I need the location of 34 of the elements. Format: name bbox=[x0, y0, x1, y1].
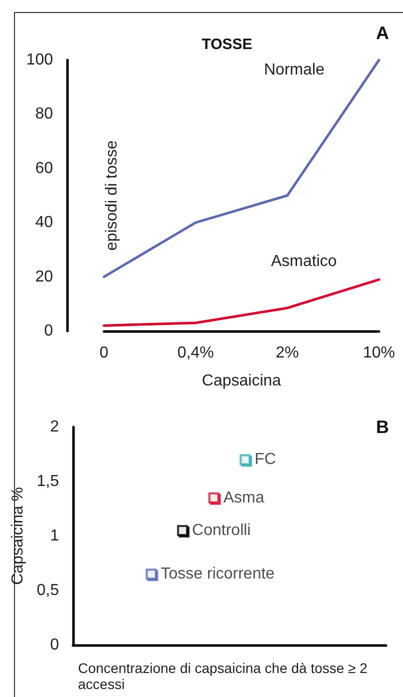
y-tick-label: 0,5 bbox=[36, 582, 60, 599]
x-tick-label: 0,4% bbox=[177, 344, 214, 362]
y-axis-title: episodi di tosse bbox=[104, 140, 120, 251]
series-label: Asma bbox=[223, 489, 264, 506]
y-tick-label: 1 bbox=[50, 528, 60, 544]
y-tick-label: 0 bbox=[50, 636, 60, 654]
y-tick-label: 100 bbox=[26, 52, 54, 68]
text: Normale bbox=[264, 62, 325, 78]
y-tick-label: 20 bbox=[35, 268, 54, 286]
x-axis-title: Capsaicina bbox=[202, 372, 282, 390]
y-axis-title: Capsaicina % bbox=[9, 487, 26, 585]
y-tick-label: 40 bbox=[35, 214, 54, 232]
y-tick-label: 0 bbox=[44, 322, 54, 340]
text: A bbox=[376, 23, 389, 43]
line-series bbox=[102, 58, 380, 278]
chart-title: TOSSE bbox=[202, 36, 252, 53]
y-tick-label: 2 bbox=[50, 418, 60, 436]
y-tick-label: 60 bbox=[35, 160, 54, 177]
series-label: Asmatico bbox=[271, 253, 337, 270]
series-label: Tosse ricorrente bbox=[160, 566, 275, 583]
y-tick-label: 1,5 bbox=[36, 473, 60, 490]
y-tick-label: 80 bbox=[35, 106, 54, 123]
x-axis-title: Concentrazione di capsaicina che dà tosse ≥ 2 accessi bbox=[78, 660, 372, 692]
x-tick-label: 10% bbox=[362, 344, 396, 362]
point bbox=[240, 454, 251, 466]
point bbox=[146, 568, 157, 580]
series-label: FC bbox=[254, 451, 276, 468]
line-series bbox=[102, 278, 380, 327]
point bbox=[208, 492, 220, 504]
x-tick-label: 0 bbox=[100, 344, 109, 362]
annotation: B bbox=[376, 417, 389, 437]
point bbox=[177, 525, 188, 536]
x-tick-label: 2% bbox=[276, 344, 299, 362]
series-label: Controlli bbox=[192, 522, 251, 540]
